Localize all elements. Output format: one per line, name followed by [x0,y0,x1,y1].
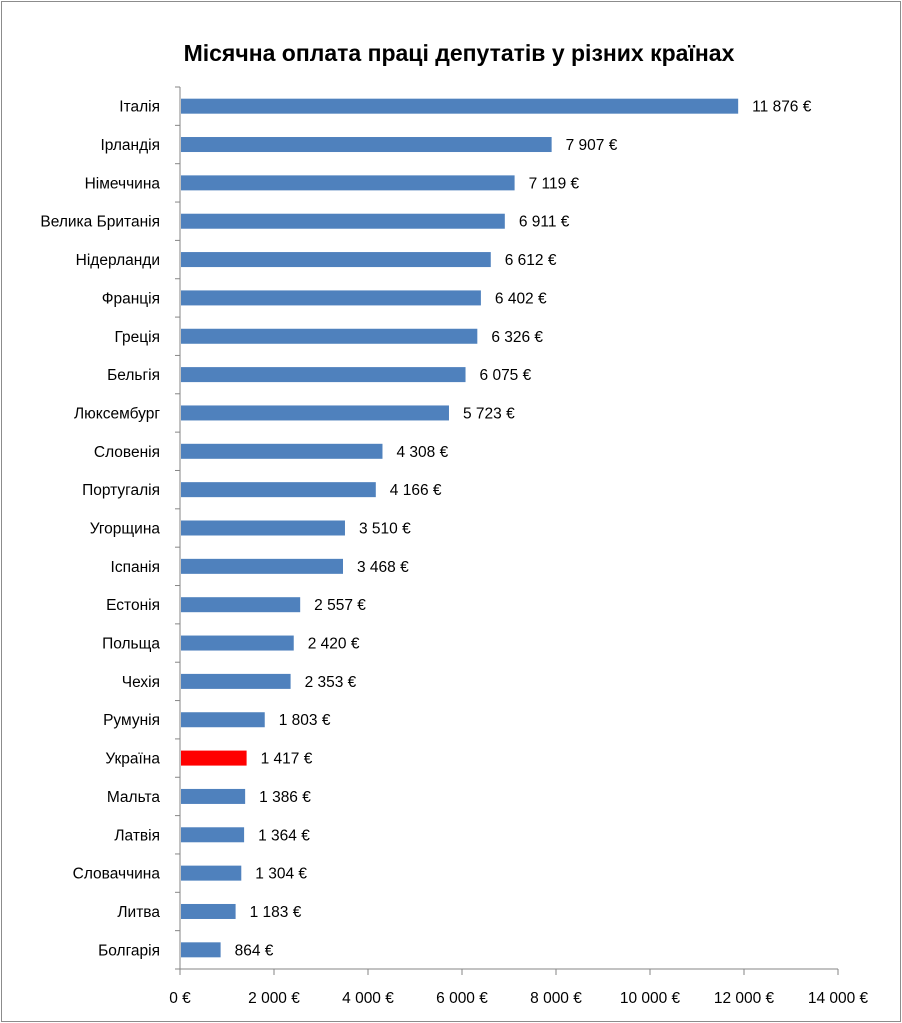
category-label: Словенія [94,444,160,461]
bar [181,558,343,574]
category-label: Польща [102,636,160,653]
category-label: Італія [119,99,160,116]
category-label: Ірландія [100,137,160,154]
bar [181,635,294,651]
value-label: 3 468 € [357,559,409,576]
category-label: Естонія [106,597,160,614]
value-label: 2 557 € [314,597,366,614]
category-label: Чехія [122,674,160,691]
bar [181,520,345,536]
bar [181,290,481,306]
bar [181,443,383,459]
category-label: Словаччина [73,866,161,883]
value-label: 1 183 € [250,904,302,921]
value-label: 1 364 € [258,827,310,844]
bar [181,903,236,919]
bar [181,137,552,153]
bar [181,213,505,229]
bar [181,98,739,114]
bar [181,788,246,804]
bar [181,175,515,191]
x-tick-label: 12 000 € [714,990,775,1007]
category-label: Болгарія [98,942,160,959]
category-label: Мальта [107,789,161,806]
category-label: Румунія [103,712,160,729]
value-label: 1 803 € [279,712,331,729]
value-label: 6 911 € [519,214,570,231]
bar [181,367,466,383]
value-label: 6 402 € [495,290,547,307]
value-label: 6 326 € [491,329,543,346]
category-label: Німеччина [85,175,161,192]
x-tick-label: 14 000 € [808,990,869,1007]
value-label: 4 166 € [390,482,442,499]
category-label: Іспанія [111,559,160,576]
category-label: Нідерланди [76,252,160,269]
value-label: 7 907 € [566,137,618,154]
x-axis: 0 € 2 000 € 4 000 € 6 000 € 8 000 € 10 000 € 1… [169,968,869,1007]
y-axis [175,86,181,970]
value-label: 864 € [235,942,274,959]
category-label: Португалія [82,482,160,499]
bar [181,482,376,498]
x-tick-label: 8 000 € [530,990,582,1007]
category-label: Греція [115,329,160,346]
chart-title: Місячна оплата праці депутатів у різних … [184,40,735,66]
value-label: 1 304 € [255,866,307,883]
x-tick-label: 2 000 € [248,990,300,1007]
bar [181,597,301,613]
value-label: 5 723 € [463,405,515,422]
bar [181,827,245,843]
value-label: 1 417 € [261,751,313,768]
x-tick-label: 4 000 € [342,990,394,1007]
bar [181,865,242,881]
labels: Італія 11 876 € Ірландія 7 907 € Німеччина 7 … [40,99,811,960]
category-label: Франція [102,290,160,307]
category-label: Україна [105,751,160,768]
value-label: 3 510 € [359,521,411,538]
x-tick-label: 10 000 € [620,990,681,1007]
bar [181,712,265,728]
x-tick-label: 0 € [169,990,191,1007]
bar [181,750,247,766]
category-label: Бельгія [107,367,160,384]
bar [181,673,291,689]
category-label: Угорщина [90,521,161,538]
bars [181,98,739,958]
value-label: 2 353 € [305,674,357,691]
value-label: 6 075 € [480,367,532,384]
value-label: 1 386 € [259,789,311,806]
category-label: Латвія [114,827,160,844]
bar [181,942,221,958]
category-label: Велика Британія [40,214,160,231]
value-label: 7 119 € [529,175,580,192]
bar [181,328,478,344]
x-tick-label: 6 000 € [436,990,488,1007]
value-label: 11 876 € [752,99,812,116]
value-label: 6 612 € [505,252,557,269]
value-label: 4 308 € [396,444,448,461]
bar [181,252,491,268]
bar [181,405,449,421]
category-label: Люксембург [74,405,160,422]
value-label: 2 420 € [308,636,360,653]
category-label: Литва [117,904,160,921]
